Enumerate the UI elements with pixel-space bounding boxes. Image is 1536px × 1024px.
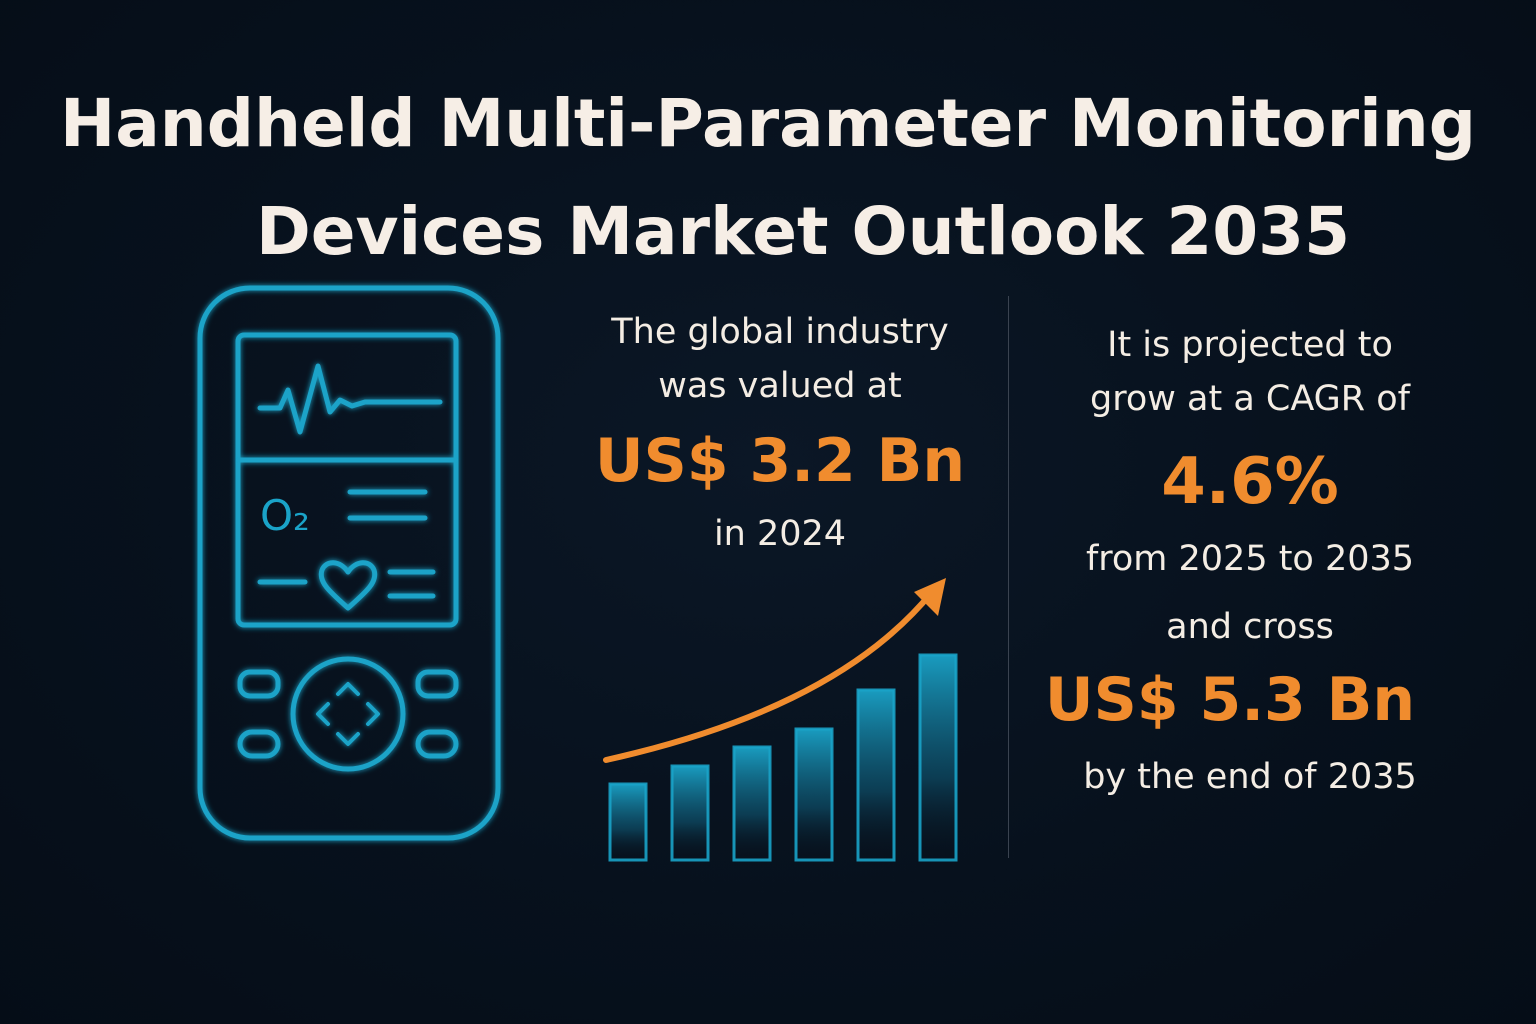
title-line-1: Handheld Multi-Parameter Monitoring	[60, 85, 1476, 162]
projection-line-2: grow at a CAGR of	[1090, 379, 1410, 419]
device-button-bottom-right	[415, 729, 459, 759]
page-title: Handheld Multi-Parameter Monitoring Devi…	[0, 70, 1536, 286]
handheld-monitor-illustration: O₂	[197, 285, 501, 841]
device-dpad	[290, 656, 406, 772]
device-button-top-left	[237, 669, 281, 699]
projected-value: US$ 5.3 Bn	[1044, 665, 1416, 735]
oxygen-label: O₂	[260, 491, 310, 540]
device-button-top-right	[415, 669, 459, 699]
valuation-line-1: The global industry	[611, 312, 949, 352]
title-line-2: Devices Market Outlook 2035	[255, 193, 1351, 270]
projection-period: from 2025 to 2035	[1085, 539, 1415, 579]
projection-stat: It is projected to grow at a CAGR of 4.6…	[1040, 318, 1460, 804]
growth-arrow-head	[914, 578, 946, 616]
heart-icon	[318, 560, 378, 611]
growth-bar-chart-icon	[590, 570, 980, 870]
device-body	[197, 285, 501, 841]
projection-line-4: and cross	[1166, 607, 1334, 647]
growth-arrow-line	[603, 589, 935, 763]
growth-bar	[608, 782, 648, 862]
growth-bar	[918, 653, 958, 862]
valuation-line-2: was valued at	[658, 366, 902, 406]
valuation-year: in 2024	[713, 514, 847, 554]
column-divider	[1008, 296, 1009, 858]
heartbeat-waveform-icon	[257, 363, 443, 435]
projection-line-1: It is projected to	[1107, 325, 1393, 365]
growth-illustration	[603, 578, 958, 862]
growth-bar	[794, 727, 834, 862]
cagr-value: 4.6%	[1161, 445, 1339, 519]
device-screen	[235, 332, 459, 628]
valuation-stat: The global industry was valued at US$ 3.…	[570, 305, 990, 561]
growth-bar	[670, 764, 710, 862]
growth-bar	[856, 688, 896, 862]
projection-end: by the end of 2035	[1083, 757, 1417, 797]
handheld-monitor-icon: O₂	[190, 280, 510, 850]
valuation-value: US$ 3.2 Bn	[594, 426, 966, 496]
device-button-bottom-left	[237, 729, 281, 759]
growth-bar	[732, 745, 772, 862]
